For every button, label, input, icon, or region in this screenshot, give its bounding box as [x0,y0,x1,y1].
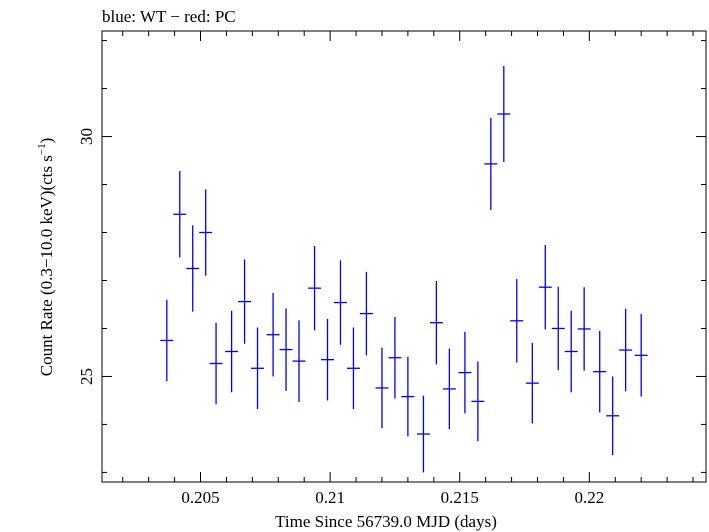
data-point [209,322,223,405]
data-point [606,376,620,456]
data-point [564,310,578,393]
x-tick-label: 0.21 [315,488,345,507]
data-point [292,320,306,402]
data-point [238,259,252,344]
data-point [619,308,633,392]
data-point [458,331,472,414]
data-point [593,330,607,413]
x-axis-ticks: 0.205 0.21 0.215 0.22 [122,31,694,507]
data-point [538,244,552,330]
data-point [266,292,280,377]
data-point [442,348,456,430]
plot-frame [101,30,707,483]
data-point [510,279,524,363]
data-point [375,347,389,429]
data-point [279,308,293,391]
data-point [173,171,187,258]
x-tick-label: 0.205 [181,488,219,507]
data-point [308,245,322,331]
data-point [186,225,200,312]
y-axis-label-main: Count Rate (0.3−10.0 keV)(cts s [37,155,56,376]
data-point [577,287,591,371]
x-tick-label: 0.215 [441,488,479,507]
data-point [416,395,430,473]
data-point [429,280,443,365]
x-axis-label: Time Since 56739.0 MJD (days) [275,512,497,531]
data-point [346,327,360,410]
data-point [471,361,485,442]
y-tick-label: 30 [77,128,96,145]
y-axis-label: Count Rate (0.3−10.0 keV)(cts s−1) [36,138,56,377]
data-point [388,316,402,399]
data-point [160,299,174,382]
data-point [225,310,239,393]
data-point [251,327,265,410]
data-point [199,189,213,276]
chart-title: blue: WT − red: PC [102,7,236,26]
y-axis-label-end: ) [37,138,56,144]
y-tick-label: 25 [77,368,96,385]
data-point [484,117,498,210]
data-point [525,342,539,424]
data-point [334,260,347,345]
data-point [321,318,335,401]
data-point [497,66,511,162]
y-axis-label-superscript: −1 [36,143,48,155]
y-axis-ticks: 25 30 [77,40,706,473]
data-point [634,314,648,397]
data-point [359,271,373,356]
data-point [401,356,415,437]
data-points [160,66,648,473]
x-tick-label: 0.22 [574,488,604,507]
data-point [551,286,565,371]
